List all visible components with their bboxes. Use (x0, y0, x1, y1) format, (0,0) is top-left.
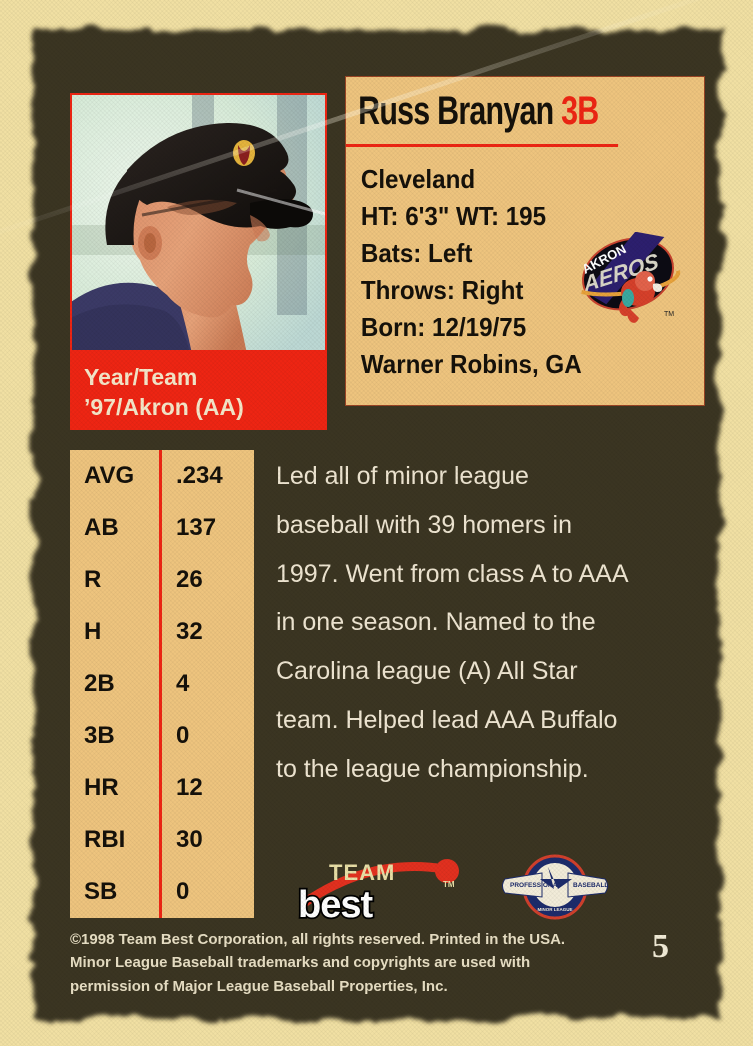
svg-text:BASEBALL: BASEBALL (573, 882, 608, 889)
svg-text:best: best (298, 884, 373, 920)
svg-text:TM: TM (443, 880, 455, 889)
svg-text:MINOR LEAGUE: MINOR LEAGUE (537, 907, 572, 912)
svg-text:TM: TM (664, 311, 674, 318)
svg-text:TEAM: TEAM (329, 860, 395, 885)
